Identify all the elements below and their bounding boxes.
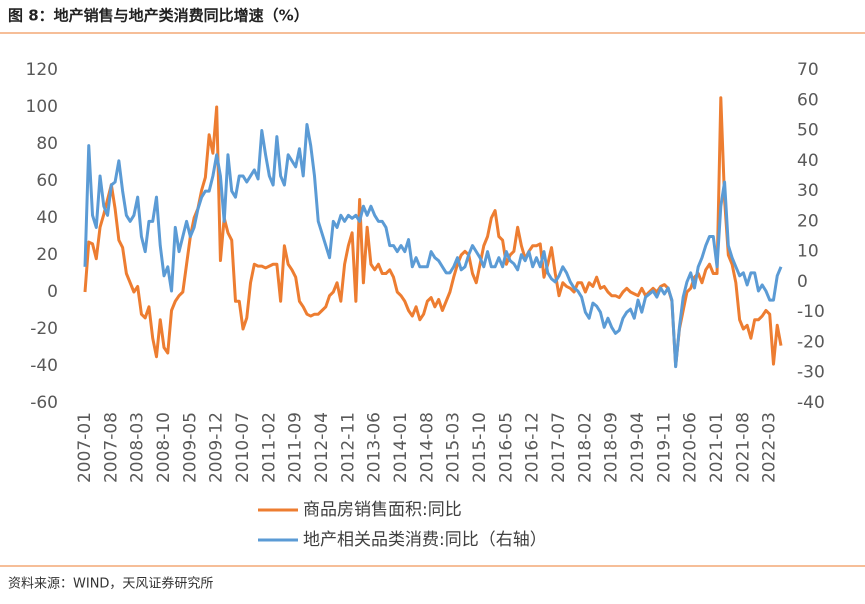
y-tick-label: 120 bbox=[26, 60, 58, 80]
x-tick-label: 2018-02 bbox=[575, 412, 595, 483]
x-tick-label: 2014-08 bbox=[417, 412, 437, 483]
y2-tick-label: 70 bbox=[797, 60, 819, 80]
y-tick-label: 80 bbox=[36, 134, 58, 154]
y2-tick-label: -10 bbox=[797, 302, 825, 322]
y2-tick-label: 0 bbox=[797, 272, 808, 292]
x-tick-label: 2012-04 bbox=[312, 412, 332, 483]
y2-tick-label: -30 bbox=[797, 363, 825, 383]
y2-tick-label: 10 bbox=[797, 242, 819, 262]
x-tick-label: 2009-12 bbox=[207, 412, 227, 483]
x-tick-label: 2021-01 bbox=[707, 412, 727, 483]
y-tick-label: 60 bbox=[36, 171, 58, 191]
x-tick-label: 2022-03 bbox=[760, 412, 780, 483]
x-tick-label: 2015-10 bbox=[470, 412, 490, 483]
y2-tick-label: -40 bbox=[797, 393, 825, 413]
x-tick-label: 2007-08 bbox=[101, 412, 121, 483]
x-tick-label: 2020-06 bbox=[681, 412, 701, 483]
y-tick-label: 20 bbox=[36, 245, 58, 265]
y-tick-label: -60 bbox=[30, 393, 58, 413]
x-tick-label: 2013-06 bbox=[365, 412, 385, 483]
x-tick-label: 2011-02 bbox=[259, 412, 279, 483]
x-tick-label: 2007-01 bbox=[75, 412, 95, 483]
y2-tick-label: 60 bbox=[797, 90, 819, 110]
x-tick-label: 2016-12 bbox=[523, 412, 543, 483]
y2-tick-label: 50 bbox=[797, 121, 819, 141]
x-tick-label: 2008-03 bbox=[128, 412, 148, 483]
y2-tick-label: 40 bbox=[797, 151, 819, 171]
x-tick-label: 2011-09 bbox=[286, 412, 306, 483]
legend-label: 地产相关品类消费:同比（右轴） bbox=[303, 530, 547, 550]
x-tick-label: 2012-11 bbox=[338, 412, 358, 483]
y-tick-label: 100 bbox=[26, 97, 58, 117]
x-tick-label: 2008-10 bbox=[154, 412, 174, 483]
y-tick-label: -40 bbox=[30, 356, 58, 376]
x-tick-label: 2014-01 bbox=[391, 412, 411, 483]
y-tick-label: 40 bbox=[36, 208, 58, 228]
x-tick-label: 2016-05 bbox=[496, 412, 516, 483]
y2-tick-label: 20 bbox=[797, 211, 819, 231]
source: 资料来源：WIND，天风证券研究所 bbox=[8, 576, 213, 592]
line-series bbox=[83, 122, 783, 369]
x-tick-label: 2009-05 bbox=[180, 412, 200, 483]
x-tick-label: 2010-07 bbox=[233, 412, 253, 483]
x-tick-label: 2015-03 bbox=[444, 412, 464, 483]
y2-tick-label: -20 bbox=[797, 332, 825, 352]
x-tick-label: 2019-11 bbox=[654, 412, 674, 483]
legend-label: 商品房销售面积:同比 bbox=[303, 500, 462, 520]
x-tick-label: 2021-08 bbox=[733, 412, 753, 483]
y-tick-label: 0 bbox=[47, 282, 58, 302]
x-tick-label: 2017-07 bbox=[549, 412, 569, 483]
chart-title: 图 8：地产销售与地产类消费同比增速（%） bbox=[8, 7, 309, 25]
line-series bbox=[83, 96, 783, 368]
y-tick-label: -20 bbox=[30, 319, 58, 339]
x-tick-label: 2018-09 bbox=[602, 412, 622, 483]
x-tick-label: 2019-04 bbox=[628, 412, 648, 483]
y2-tick-label: 30 bbox=[797, 181, 819, 201]
